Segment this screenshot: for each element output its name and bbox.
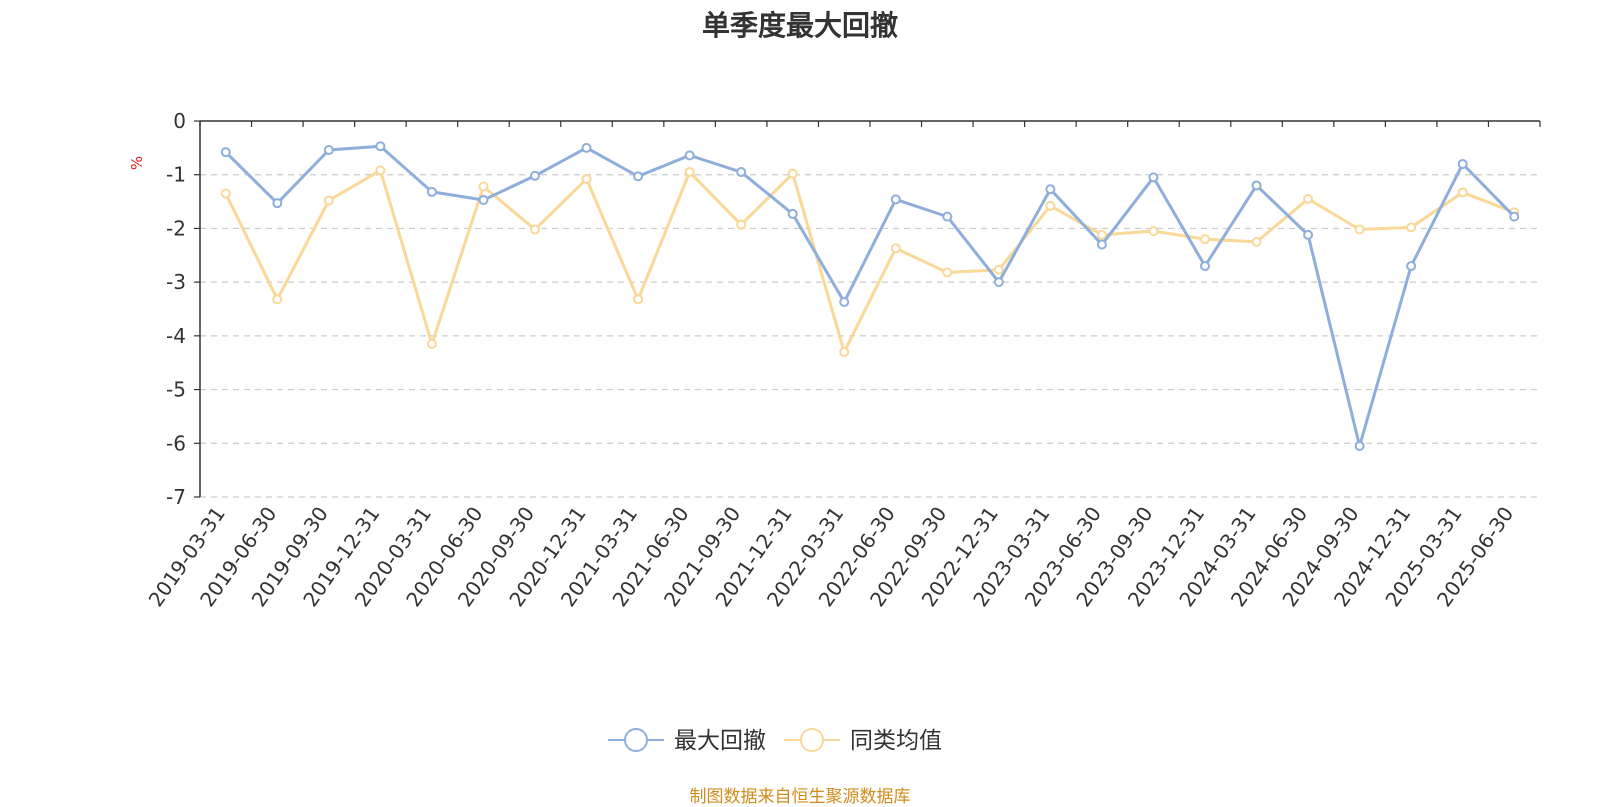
data-point <box>633 294 644 305</box>
data-point <box>1045 200 1056 211</box>
data-point <box>1251 180 1262 191</box>
data-point <box>1096 229 1107 240</box>
series-line <box>224 144 1516 448</box>
legend-label: 最大回撤 <box>674 728 766 754</box>
data-point <box>1200 234 1210 245</box>
data-point <box>1406 222 1417 233</box>
data-point <box>1457 158 1468 169</box>
data-point <box>839 346 850 357</box>
y-axis-ticks: 0 -1 -2 -3 -4 -5 -6 -7 <box>166 109 200 509</box>
series-0 <box>220 141 1520 451</box>
data-point <box>272 294 283 305</box>
data-point <box>890 243 901 254</box>
data-point <box>1354 440 1365 451</box>
series-line <box>224 168 1515 354</box>
legend-marker-icon <box>624 728 648 752</box>
axes <box>199 120 1540 497</box>
data-point <box>220 188 231 199</box>
data-point <box>633 171 644 182</box>
y-tick-label: -2 <box>166 216 186 240</box>
data-point <box>1354 224 1365 235</box>
data-point <box>1303 229 1314 240</box>
data-point <box>942 211 953 222</box>
data-point <box>426 338 437 349</box>
data-point <box>787 208 798 219</box>
data-point <box>993 264 1004 275</box>
grid-lines <box>200 174 1540 498</box>
data-point <box>1096 239 1107 250</box>
source-note: 制图数据来自恒生聚源数据库 <box>689 787 911 807</box>
data-point <box>993 277 1004 288</box>
series-layer <box>220 141 1520 451</box>
data-point <box>1406 261 1417 272</box>
data-point <box>736 219 747 230</box>
data-point <box>684 150 695 161</box>
legend[interactable]: 最大回撤 同类均值 <box>608 728 942 754</box>
y-tick-label: 0 <box>173 109 186 133</box>
data-point <box>375 165 386 176</box>
legend-label: 同类均值 <box>850 728 942 754</box>
data-point <box>323 145 334 156</box>
y-tick-label: -1 <box>166 163 186 187</box>
data-point <box>478 181 489 192</box>
data-point <box>1200 261 1210 272</box>
data-point <box>478 194 489 205</box>
x-axis-ticks: 2019-03-312019-06-302019-09-302019-12-31… <box>144 121 1541 611</box>
y-tick-label: -6 <box>166 431 186 455</box>
data-point <box>220 147 231 158</box>
chart-title: 单季度最大回撤 <box>701 9 898 42</box>
data-point <box>1148 226 1159 237</box>
data-point <box>890 194 901 205</box>
legend-marker-icon <box>800 728 824 752</box>
data-point <box>426 186 437 197</box>
legend-item[interactable]: 最大回撤 <box>608 728 766 754</box>
data-point <box>1251 236 1262 247</box>
data-point <box>1509 211 1520 222</box>
data-point <box>581 142 592 153</box>
series-1 <box>220 165 1520 357</box>
data-point <box>839 297 850 308</box>
data-point <box>530 224 540 235</box>
data-point <box>323 195 334 206</box>
data-point <box>581 174 592 185</box>
y-tick-label: -4 <box>166 324 186 348</box>
data-point <box>684 167 695 178</box>
data-point <box>272 198 283 209</box>
y-axis-label: % <box>128 156 146 170</box>
data-point <box>736 167 747 178</box>
data-point <box>1457 187 1468 198</box>
data-point <box>942 267 953 278</box>
legend-item[interactable]: 同类均值 <box>784 728 942 754</box>
y-tick-label: -5 <box>166 378 186 402</box>
y-tick-label: -3 <box>166 270 186 294</box>
y-tick-label: -7 <box>166 485 186 509</box>
data-point <box>375 141 386 152</box>
data-point <box>1045 184 1056 195</box>
data-point <box>787 168 798 179</box>
data-point <box>530 170 540 181</box>
data-point <box>1303 193 1314 204</box>
data-point <box>1148 172 1159 183</box>
